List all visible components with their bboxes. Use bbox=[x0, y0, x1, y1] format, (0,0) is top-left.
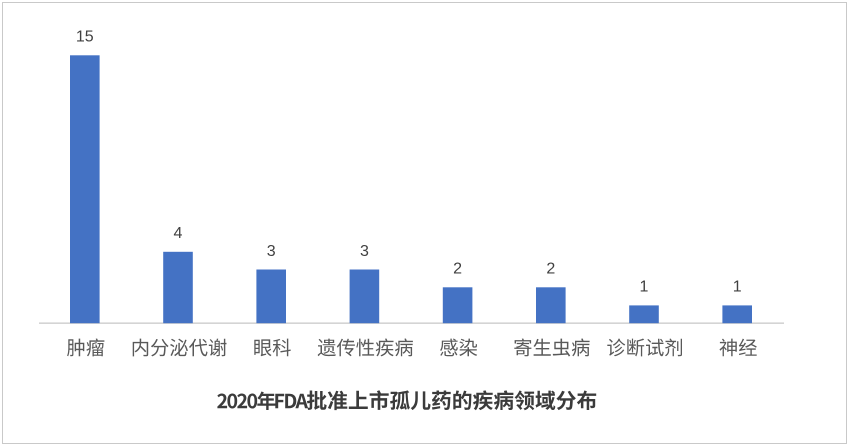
svg-text:4: 4 bbox=[174, 225, 183, 242]
svg-text:3: 3 bbox=[267, 243, 276, 260]
svg-text:15: 15 bbox=[76, 29, 94, 46]
svg-text:2: 2 bbox=[453, 261, 462, 278]
svg-text:1: 1 bbox=[640, 279, 649, 296]
svg-text:3: 3 bbox=[360, 243, 369, 260]
svg-text:2: 2 bbox=[546, 261, 555, 278]
svg-text:1: 1 bbox=[733, 279, 742, 296]
